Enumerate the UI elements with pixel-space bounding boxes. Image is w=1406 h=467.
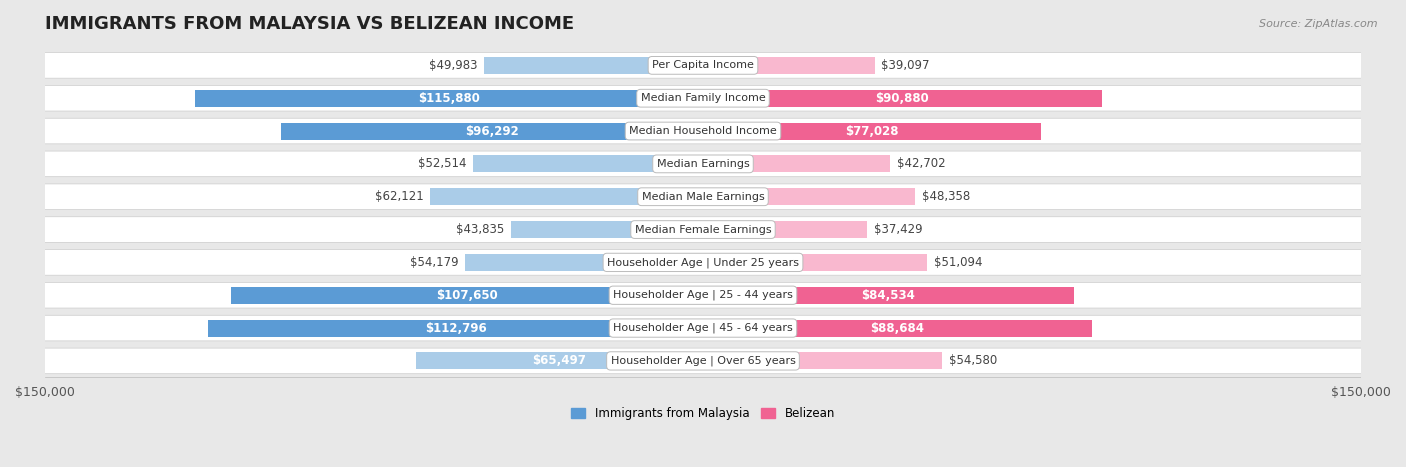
Text: $54,580: $54,580	[949, 354, 997, 368]
Text: Householder Age | Under 25 years: Householder Age | Under 25 years	[607, 257, 799, 268]
Bar	[703, 221, 868, 238]
Bar	[703, 254, 927, 271]
Text: $84,534: $84,534	[862, 289, 915, 302]
Bar	[430, 188, 703, 205]
Legend: Immigrants from Malaysia, Belizean: Immigrants from Malaysia, Belizean	[567, 403, 839, 425]
Text: IMMIGRANTS FROM MALAYSIA VS BELIZEAN INCOME: IMMIGRANTS FROM MALAYSIA VS BELIZEAN INC…	[45, 15, 574, 33]
Bar	[281, 122, 703, 140]
Text: Median Male Earnings: Median Male Earnings	[641, 192, 765, 202]
Bar	[703, 156, 890, 172]
Text: $65,497: $65,497	[533, 354, 586, 368]
Text: Median Female Earnings: Median Female Earnings	[634, 225, 772, 234]
Text: Householder Age | 45 - 64 years: Householder Age | 45 - 64 years	[613, 323, 793, 333]
Text: $112,796: $112,796	[425, 322, 486, 334]
FancyBboxPatch shape	[25, 249, 1381, 275]
FancyBboxPatch shape	[25, 184, 1381, 210]
FancyBboxPatch shape	[25, 315, 1381, 341]
Bar	[703, 319, 1092, 337]
FancyBboxPatch shape	[25, 118, 1381, 144]
Text: Per Capita Income: Per Capita Income	[652, 60, 754, 71]
Text: $115,880: $115,880	[418, 92, 479, 105]
Text: $90,880: $90,880	[876, 92, 929, 105]
Text: Source: ZipAtlas.com: Source: ZipAtlas.com	[1260, 19, 1378, 28]
FancyBboxPatch shape	[25, 283, 1381, 308]
FancyBboxPatch shape	[25, 53, 1381, 78]
Bar	[703, 122, 1040, 140]
Text: Median Earnings: Median Earnings	[657, 159, 749, 169]
Bar	[703, 188, 915, 205]
Text: $51,094: $51,094	[934, 256, 983, 269]
FancyBboxPatch shape	[25, 217, 1381, 242]
Text: $54,179: $54,179	[411, 256, 458, 269]
Bar	[416, 353, 703, 369]
Bar	[703, 90, 1102, 107]
FancyBboxPatch shape	[25, 85, 1381, 111]
Bar	[194, 90, 703, 107]
Text: $43,835: $43,835	[456, 223, 505, 236]
Text: $52,514: $52,514	[418, 157, 465, 170]
Text: Householder Age | 25 - 44 years: Householder Age | 25 - 44 years	[613, 290, 793, 300]
Bar	[703, 287, 1074, 304]
Bar	[465, 254, 703, 271]
Text: Householder Age | Over 65 years: Householder Age | Over 65 years	[610, 356, 796, 366]
Text: $96,292: $96,292	[465, 125, 519, 138]
Text: $49,983: $49,983	[429, 59, 477, 72]
Bar	[703, 57, 875, 74]
Text: $39,097: $39,097	[882, 59, 929, 72]
FancyBboxPatch shape	[25, 348, 1381, 374]
Text: $88,684: $88,684	[870, 322, 925, 334]
Text: $37,429: $37,429	[873, 223, 922, 236]
Text: Median Household Income: Median Household Income	[628, 126, 778, 136]
Text: $107,650: $107,650	[436, 289, 498, 302]
Text: Median Family Income: Median Family Income	[641, 93, 765, 103]
Text: $48,358: $48,358	[922, 190, 970, 203]
Bar	[510, 221, 703, 238]
Bar	[231, 287, 703, 304]
Text: $62,121: $62,121	[375, 190, 423, 203]
Bar	[472, 156, 703, 172]
Text: $77,028: $77,028	[845, 125, 898, 138]
Text: $42,702: $42,702	[897, 157, 946, 170]
FancyBboxPatch shape	[25, 151, 1381, 177]
Bar	[703, 353, 942, 369]
Bar	[484, 57, 703, 74]
Bar	[208, 319, 703, 337]
